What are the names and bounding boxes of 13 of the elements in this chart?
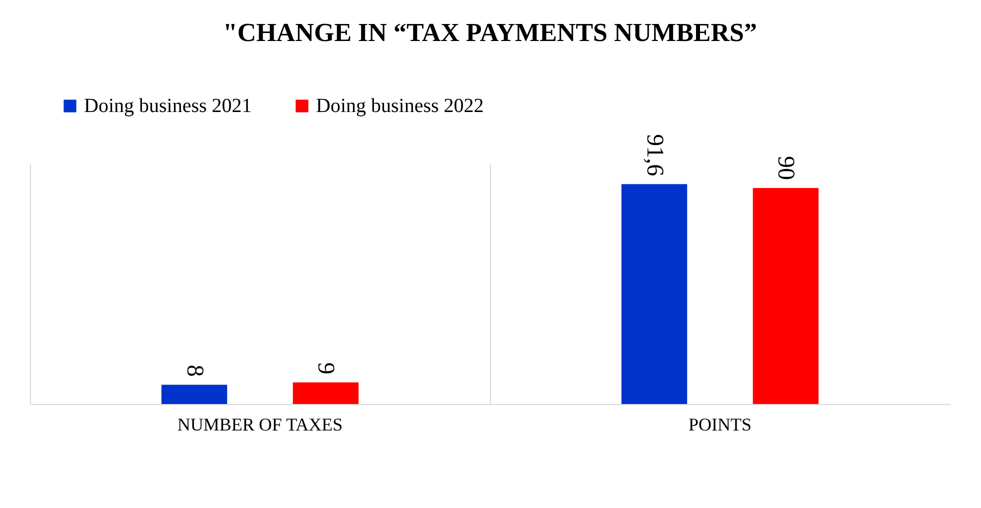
data-label: 90 <box>772 156 799 180</box>
bar <box>752 188 819 404</box>
x-tick-label: NUMBER OF TAXES <box>177 414 343 434</box>
bar <box>621 184 688 404</box>
bar <box>161 384 228 404</box>
x-tick-label: POINTS <box>688 414 752 434</box>
data-label: 9 <box>312 362 339 374</box>
data-label: 8 <box>181 364 208 377</box>
bar <box>292 382 359 404</box>
data-label: 91,6 <box>641 134 668 176</box>
legend-label: Doing business 2021 <box>84 95 252 117</box>
legend-label: Doing business 2022 <box>316 95 484 117</box>
chart-title: "CHANGE IN “TAX PAYMENTS NUMBERS” <box>222 18 758 47</box>
